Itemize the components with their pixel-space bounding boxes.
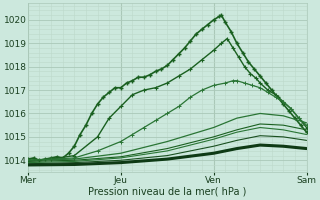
X-axis label: Pression niveau de la mer( hPa ): Pression niveau de la mer( hPa ) <box>88 187 246 197</box>
